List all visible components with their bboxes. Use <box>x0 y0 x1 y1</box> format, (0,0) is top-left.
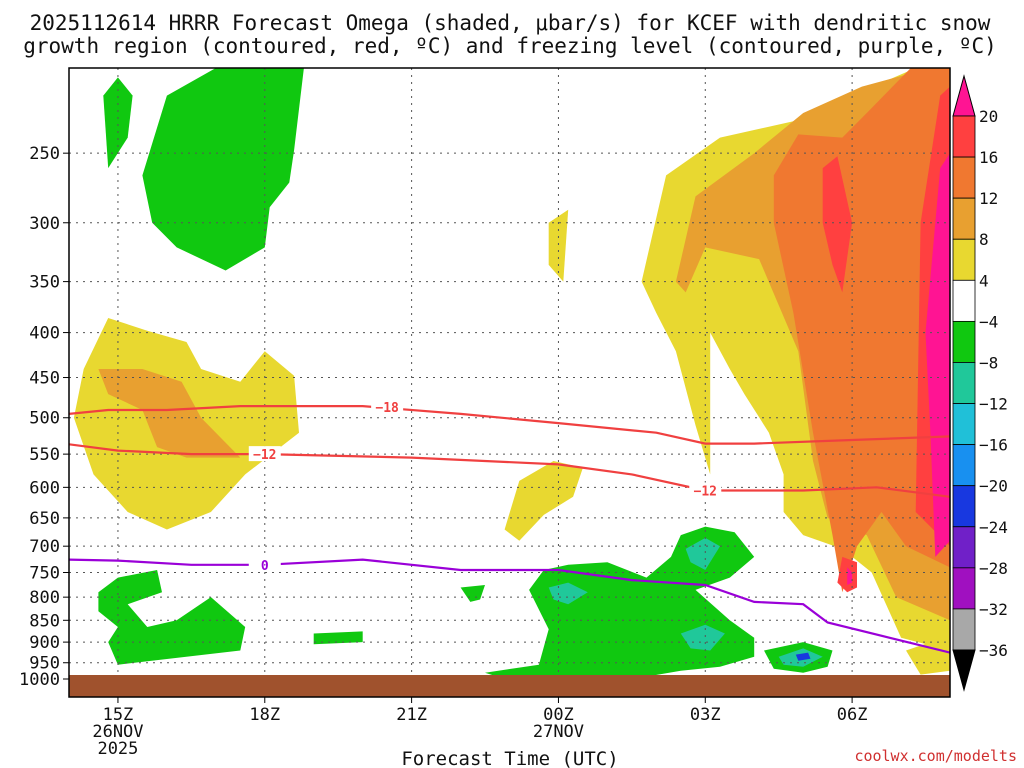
contour-label-bg <box>689 482 722 498</box>
x-tick-date-15Z: 26NOV <box>92 722 143 742</box>
colorbar-band-6 <box>952 362 976 404</box>
contour-label-0-0: 0 <box>261 559 269 574</box>
omega-region-16 <box>313 631 363 645</box>
x-tick-label-00Z: 00Z <box>543 705 574 725</box>
chart-title-line1: 2025112614 HRRR Forecast Omega (shaded, … <box>30 11 991 35</box>
colorbar-band-11 <box>952 567 976 610</box>
colorbar-label-4: 4 <box>979 271 989 290</box>
contour-label--12-0: −12 <box>253 448 276 463</box>
y-axis: 2503003504004505005506006507007508008509… <box>19 144 69 690</box>
y-tick-label-300: 300 <box>29 214 60 234</box>
colorbar-label-20: 20 <box>979 107 998 126</box>
omega-region-1 <box>98 369 241 458</box>
contour-label--12-1: −12 <box>694 485 717 500</box>
omega-region-7 <box>822 156 853 293</box>
colorbar: 20 16 12 8 4 −4 −8 −12 −16 −20 −24 −28 −32 −36 <box>952 74 1008 692</box>
omega-region-24 <box>795 652 811 661</box>
omega-region-17 <box>460 585 485 602</box>
omega-region-21 <box>680 624 725 651</box>
x-tick-label-03Z: 03Z <box>690 705 721 725</box>
y-tick-label-800: 800 <box>29 588 60 608</box>
y-tick-label-700: 700 <box>29 537 60 557</box>
omega-region-13 <box>103 77 133 169</box>
colorbar-label--16: −16 <box>979 436 1008 455</box>
omega-region-6 <box>773 68 950 593</box>
contour-line--18 <box>69 405 950 445</box>
y-tick-label-650: 650 <box>29 509 60 529</box>
colorbar-label--28: −28 <box>979 559 1008 578</box>
x-tick-label-18Z: 18Z <box>249 705 280 725</box>
x-tick-label-06Z: 06Z <box>837 705 868 725</box>
x-tick-label-15Z: 15Z <box>103 705 134 725</box>
omega-region-15 <box>98 570 246 665</box>
omega-region-3 <box>504 461 583 541</box>
colorbar-band-4 <box>952 279 976 322</box>
y-tick-label-550: 550 <box>29 445 60 465</box>
y-tick-label-500: 500 <box>29 409 60 429</box>
colorbar-label--24: −24 <box>979 518 1008 537</box>
colorbar-band-10 <box>952 526 976 569</box>
omega-region-10 <box>925 153 950 557</box>
colorbar-label-16: 16 <box>979 148 998 167</box>
y-tick-label-750: 750 <box>29 564 60 584</box>
colorbar-band-12 <box>952 608 976 651</box>
x-axis-label: Forecast Time (UTC) <box>401 748 618 768</box>
y-tick-label-350: 350 <box>29 273 60 293</box>
y-tick-label-250: 250 <box>29 144 60 164</box>
colorbar-band-5 <box>952 320 976 363</box>
ground-bar <box>69 675 950 697</box>
chart-title-line2: growth region (contoured, red, ºC) and f… <box>23 34 997 58</box>
x-tick-label-21Z: 21Z <box>396 705 427 725</box>
colorbar-label--8: −8 <box>979 353 998 372</box>
y-tick-label-850: 850 <box>29 611 60 631</box>
contour-label-bg <box>248 556 281 572</box>
plot-area: −18 −12 −12 0 <box>68 67 951 698</box>
y-tick-label-1000: 1000 <box>19 670 60 690</box>
contour-label--18-0: −18 <box>375 401 399 416</box>
colorbar-band-9 <box>952 485 976 528</box>
x-tick-year-15Z: 2025 <box>97 739 138 759</box>
omega-region-11 <box>847 567 853 585</box>
contour-line--12 <box>69 443 950 498</box>
credit-text: coolwx.com/modelts <box>854 747 1017 765</box>
colorbar-label--20: −20 <box>979 477 1008 496</box>
colorbar-label--32: −32 <box>979 600 1008 619</box>
colorbar-label-8: 8 <box>979 230 989 249</box>
plot-frame <box>68 67 951 698</box>
colorbar-band-7 <box>952 403 976 446</box>
plot-inner: −18 −12 −12 0 <box>69 68 950 697</box>
y-tick-label-900: 900 <box>29 633 60 653</box>
colorbar-label--12: −12 <box>979 395 1008 414</box>
omega-region-14 <box>142 68 304 271</box>
contour-label-bg <box>371 398 404 414</box>
colorbar-band-8 <box>952 444 976 487</box>
colorbar-band-3 <box>952 238 976 281</box>
omega-region-2 <box>548 209 569 282</box>
omega-region-12 <box>906 633 950 675</box>
colorbar-band-1 <box>952 156 976 199</box>
colorbar-label--4: −4 <box>979 312 998 331</box>
colorbar-bottom-arrow <box>952 649 976 692</box>
y-tick-label-450: 450 <box>29 369 60 389</box>
colorbar-band-2 <box>952 197 976 240</box>
contour-line-0 <box>69 558 950 654</box>
x-tick-date-00Z: 27NOV <box>533 722 584 742</box>
omega-region-20 <box>685 537 720 570</box>
colorbar-band-0 <box>952 115 976 158</box>
colorbar-label-12: 12 <box>979 189 998 208</box>
y-tick-label-400: 400 <box>29 324 60 344</box>
y-tick-label-950: 950 <box>29 654 60 674</box>
contour-label-bg <box>248 446 281 462</box>
y-tick-label-600: 600 <box>29 478 60 498</box>
colorbar-top-arrow <box>952 74 976 117</box>
colorbar-label--36: −36 <box>979 641 1008 660</box>
